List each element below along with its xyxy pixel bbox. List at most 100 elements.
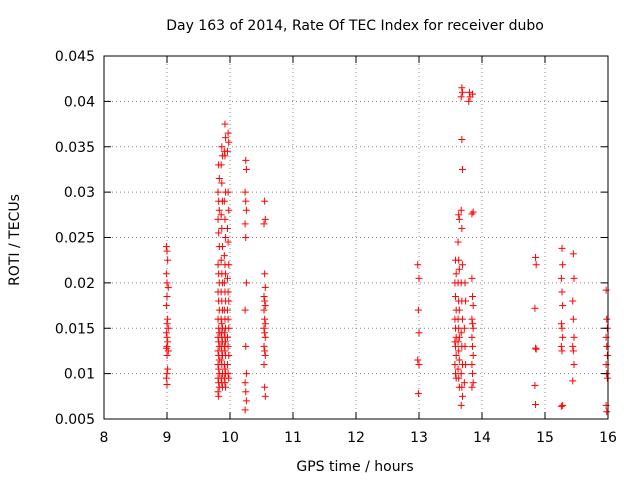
data-point [559,261,567,269]
data-point [223,306,231,314]
data-point [163,279,171,287]
data-point [455,333,463,341]
data-point [603,374,611,382]
data-point [558,347,566,355]
data-point [225,324,233,332]
x-tick-label: 16 [599,430,617,446]
data-point [242,156,250,164]
x-tick-label: 12 [347,430,365,446]
data-point [224,238,232,246]
data-point [455,215,463,223]
data-point [222,270,230,278]
data-point [603,315,611,323]
y-axis-label: ROTI / TECUs [7,194,23,286]
data-point [415,274,423,282]
data-point [241,220,249,228]
data-point [469,292,477,300]
data-point [414,390,422,398]
data-point [532,345,540,353]
data-point [570,274,578,282]
gridlines [104,56,608,419]
data-point [557,274,565,282]
data-point [241,379,249,387]
data-point [458,165,466,173]
data-point [458,224,466,232]
data-point [241,188,249,196]
data-point [225,297,233,305]
data-point [222,383,230,391]
x-tick-label: 15 [536,430,554,446]
data-point [469,324,477,332]
data-point [164,347,172,355]
data-point [569,347,577,355]
data-point [242,342,250,350]
data-point [261,351,269,359]
data-point [221,379,229,387]
data-point [163,381,171,389]
data-point [225,351,233,359]
data-point [260,292,268,300]
data-point [260,306,268,314]
data-point [225,206,233,214]
data-point [603,342,611,350]
data-point [532,261,540,269]
data-point [163,320,171,328]
data-point [222,338,230,346]
data-point [221,215,229,223]
data-point [164,324,172,332]
data-point [260,361,268,369]
data-point [218,320,226,328]
data-point [559,302,567,310]
data-point [221,347,229,355]
data-point [221,120,229,128]
data-point [162,270,170,278]
data-point [557,342,565,350]
data-point [454,238,462,246]
y-tick-label: 0.015 [55,321,95,337]
y-tick-label: 0.02 [64,276,95,292]
data-point [469,342,477,350]
data-point [531,304,539,312]
x-tick-label: 14 [473,430,491,446]
data-point [225,138,233,146]
data-point [214,188,222,196]
data-point [469,208,477,216]
data-point [468,274,476,282]
data-point [214,215,222,223]
data-point [260,220,268,228]
data-point [223,361,231,369]
data-point [261,315,269,323]
data-point [457,370,465,378]
data-point [461,279,469,287]
data-point [414,306,422,314]
data-point [569,315,577,323]
data-point [164,338,172,346]
data-point [559,333,567,341]
data-point [468,210,476,218]
data-point [457,401,465,409]
data-point [223,224,231,232]
data-point [452,351,460,359]
data-point [215,206,223,214]
data-point [217,256,225,264]
y-tick-label: 0.035 [55,140,95,156]
x-tick-label: 13 [410,430,428,446]
data-point [220,279,228,287]
data-point [451,361,459,369]
x-tick-label: 10 [221,430,239,446]
data-point [164,256,172,264]
data-point [163,333,171,341]
data-point [242,388,250,396]
data-point [458,383,466,391]
data-point [455,347,463,355]
y-tick-label: 0.045 [55,49,95,65]
x-tick-label: 8 [100,430,109,446]
data-point [458,392,466,400]
data-point [458,84,466,92]
data-point [218,143,226,151]
data-point [569,297,577,305]
data-point [217,161,225,169]
data-point [461,342,469,350]
chart-title: Day 163 of 2014, Rate Of TEC Index for r… [166,18,544,34]
data-point [222,234,230,241]
